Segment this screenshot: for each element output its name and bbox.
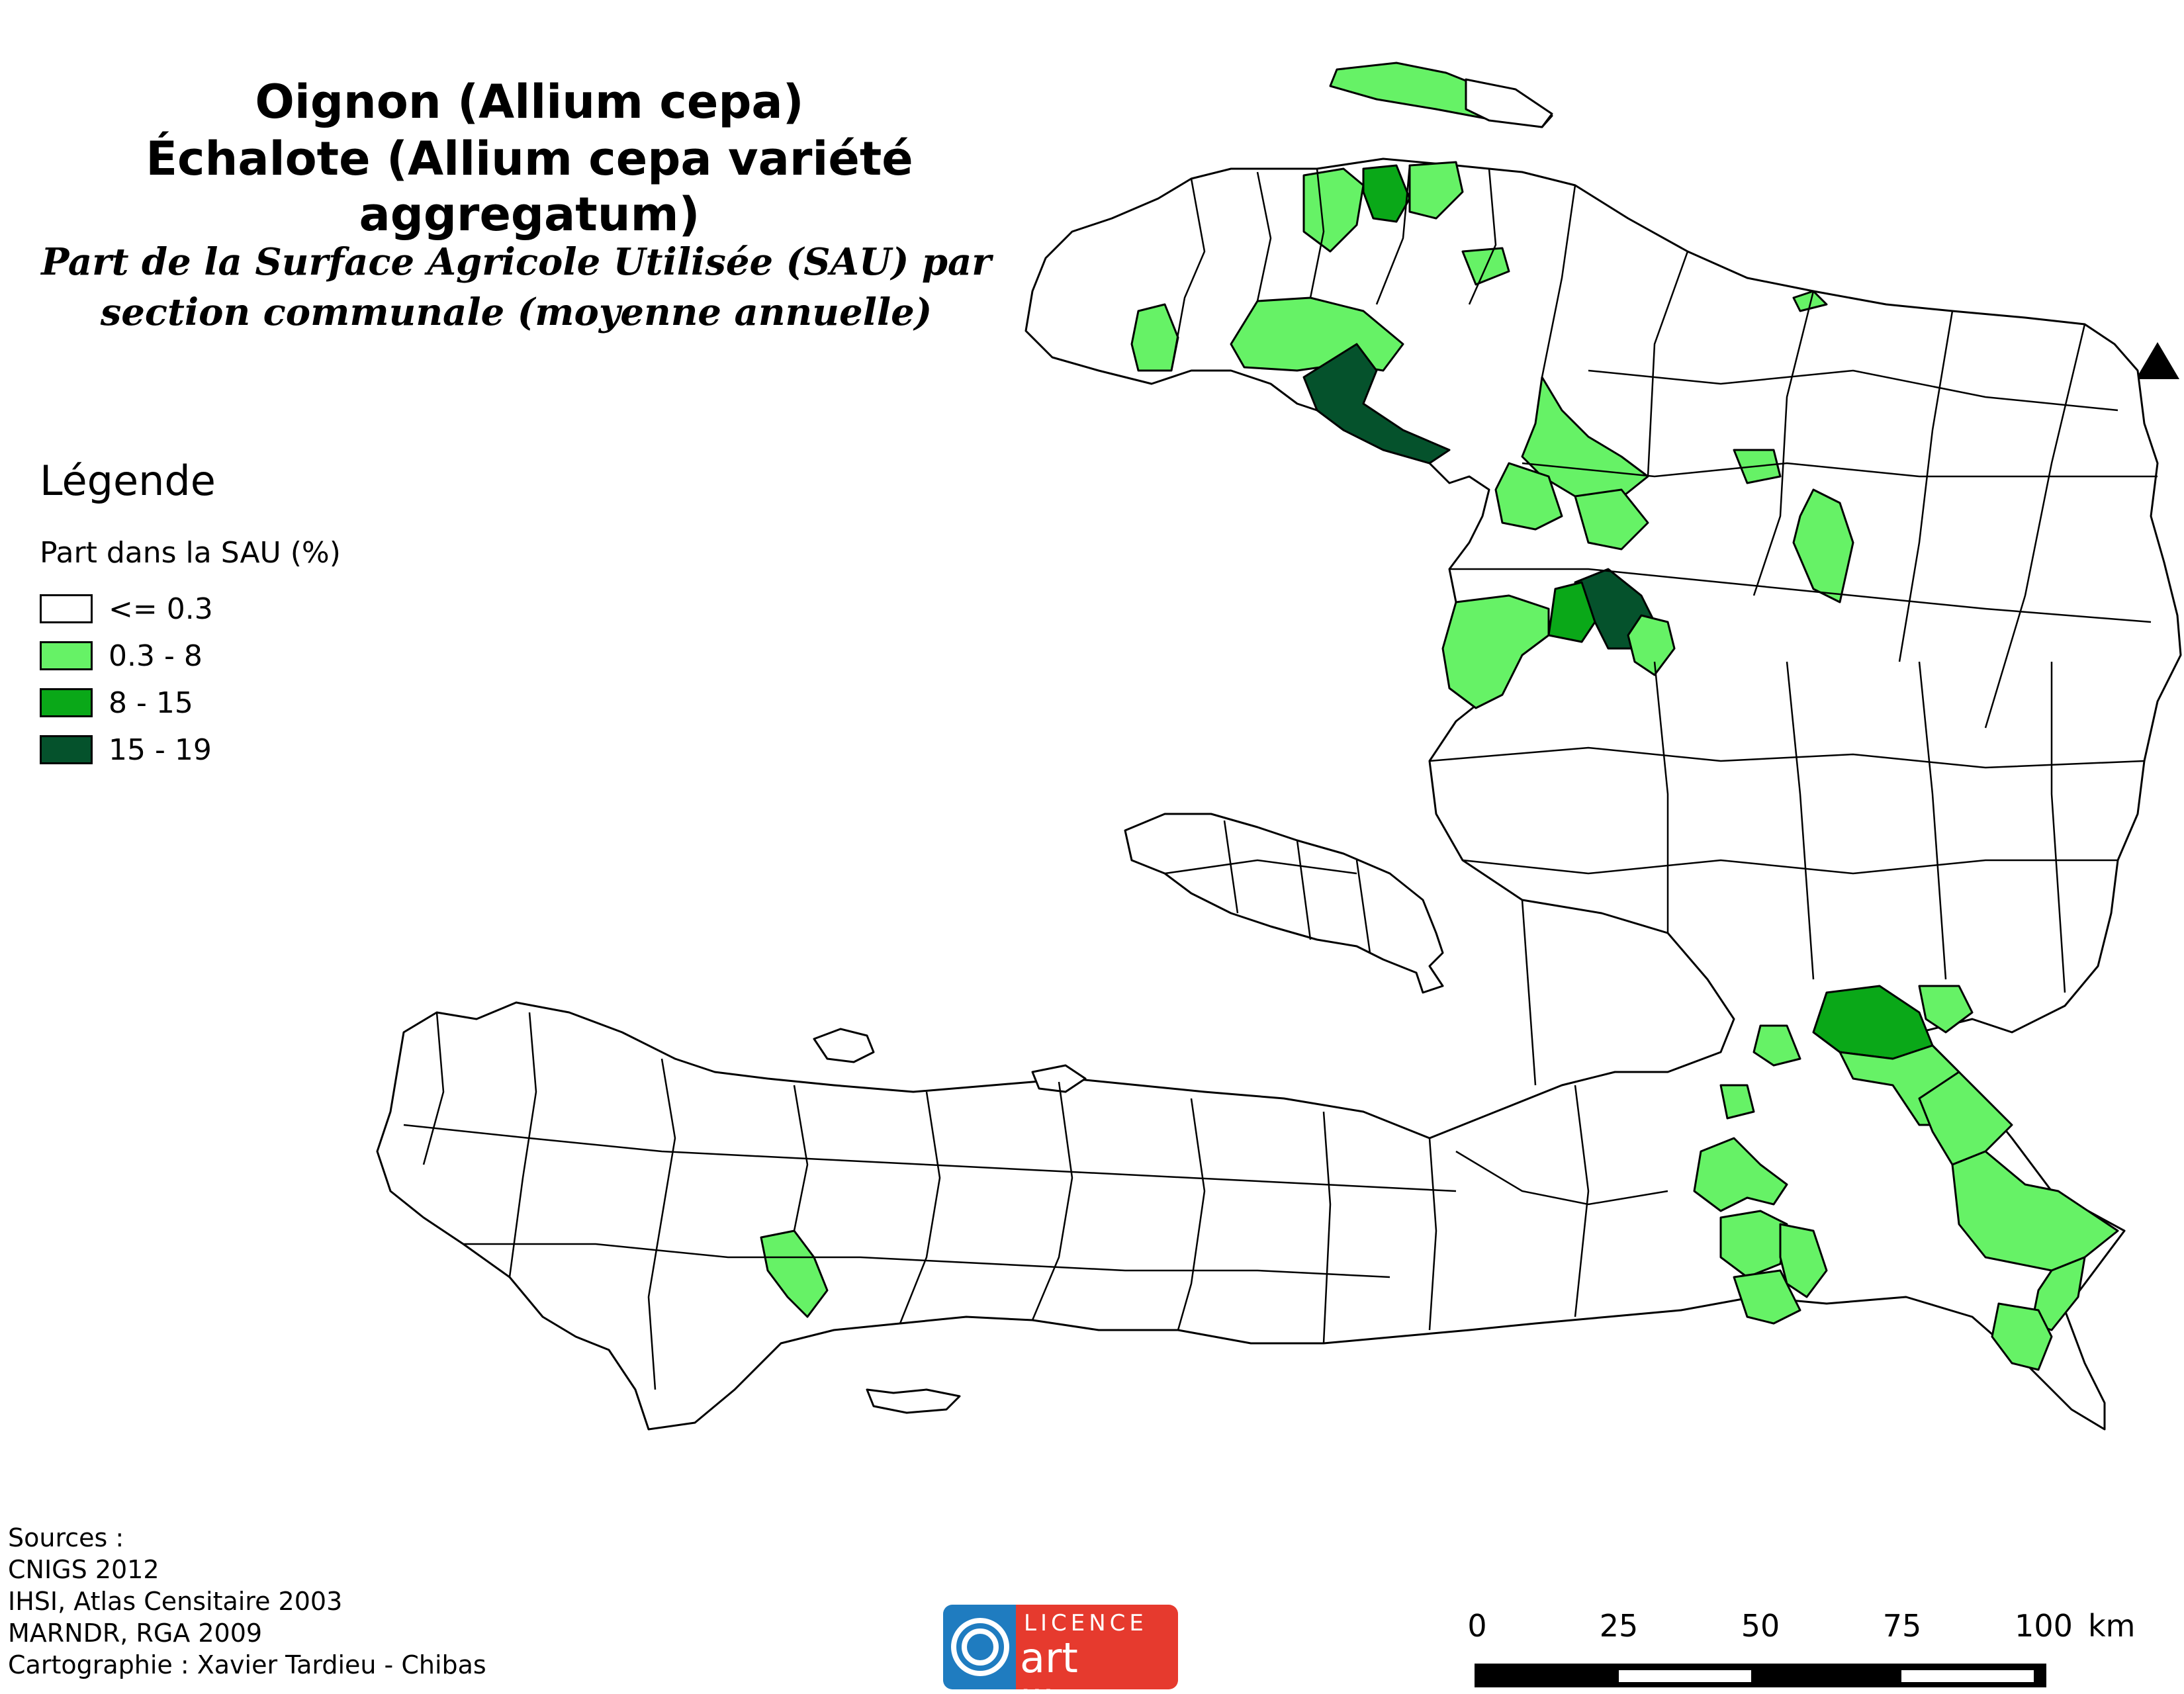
legend-swatch bbox=[40, 594, 93, 623]
legend-label: 0.3 - 8 bbox=[109, 639, 203, 673]
section-artibonite-e bbox=[1627, 614, 1676, 676]
legend-item: 8 - 15 bbox=[40, 686, 193, 720]
section-southeast-b bbox=[2030, 1256, 2086, 1331]
section-southeast-c bbox=[1991, 1302, 2053, 1371]
scale-tick-label: 25 bbox=[1599, 1608, 1639, 1644]
license-label: LICENCE bbox=[1024, 1610, 1148, 1636]
haiti-map bbox=[376, 62, 2182, 1431]
legend-item: <= 0.3 bbox=[40, 592, 213, 626]
legend-item: 0.3 - 8 bbox=[40, 639, 203, 673]
legend-subheading: Part dans la SAU (%) bbox=[40, 536, 341, 570]
legend-swatch bbox=[40, 688, 93, 717]
section-ouest-h bbox=[1779, 1223, 1828, 1298]
scale-tick-label: 50 bbox=[1741, 1608, 1780, 1644]
section-north-b bbox=[1362, 164, 1411, 223]
legend-label: 15 - 19 bbox=[109, 733, 212, 767]
tortuga-island-east bbox=[1465, 78, 1553, 128]
scale-bar: 0 25 50 75 100 km bbox=[1467, 1608, 2135, 1687]
map-title-line1: Oignon (Allium cepa) bbox=[255, 75, 804, 129]
scale-tick-label: 0 bbox=[1467, 1608, 1487, 1644]
sources-line: CNIGS 2012 bbox=[8, 1555, 159, 1584]
section-southeast-a bbox=[1951, 1150, 2119, 1272]
map-subtitle-line2: section communale (moyenne annuelle) bbox=[100, 290, 933, 334]
section-center-b bbox=[1792, 488, 1854, 603]
section-ouest-b bbox=[1752, 1024, 1801, 1067]
cayemites-island-2 bbox=[1031, 1064, 1087, 1093]
scale-tick-label: 100 bbox=[2015, 1608, 2073, 1644]
scale-unit: km bbox=[2088, 1608, 2136, 1644]
section-northwest-dark bbox=[1302, 343, 1451, 465]
scale-tick-label: 75 bbox=[1882, 1608, 1922, 1644]
sources-line: MARNDR, RGA 2009 bbox=[8, 1619, 263, 1648]
sources-line: Cartographie : Xavier Tardieu - Chibas bbox=[8, 1650, 486, 1679]
gonave-island bbox=[1124, 813, 1444, 994]
sources-line: Sources : bbox=[8, 1523, 124, 1552]
copyleft-circle-icon bbox=[943, 1605, 1016, 1689]
section-ouest-g bbox=[1719, 1210, 1788, 1278]
legend-item: 15 - 19 bbox=[40, 733, 212, 767]
legend-swatch bbox=[40, 641, 93, 670]
legend-label: <= 0.3 bbox=[109, 592, 213, 626]
section-artibonite-b bbox=[1494, 462, 1563, 531]
section-ouest-i bbox=[1733, 1269, 1801, 1325]
section-north-c bbox=[1408, 161, 1464, 220]
art-libre-license-logo: LICENCE art libre bbox=[943, 1605, 1178, 1689]
cayemites-island bbox=[813, 1028, 875, 1063]
map-subtitle-line1: Part de la Surface Agricole Utilisée (SA… bbox=[41, 240, 991, 284]
section-artibonite-c bbox=[1574, 488, 1649, 551]
north-arrow-icon bbox=[2136, 342, 2179, 379]
section-artibonite-mid bbox=[1547, 581, 1596, 643]
ile-a-vache bbox=[866, 1388, 961, 1414]
section-ouest-e bbox=[1719, 1084, 1755, 1120]
license-name: art libre bbox=[1020, 1634, 1110, 1689]
scale-bar-graphic bbox=[1475, 1664, 2046, 1687]
legend-label: 8 - 15 bbox=[109, 686, 193, 720]
section-sud-a bbox=[760, 1229, 829, 1318]
map-title-line2: Échalote (Allium cepa variété aggregatum… bbox=[146, 132, 913, 242]
sources-block: Sources : CNIGS 2012 IHSI, Atlas Censita… bbox=[8, 1522, 486, 1681]
section-ouest-a bbox=[1918, 985, 1974, 1034]
legend-swatch bbox=[40, 735, 93, 764]
section-artibonite-d bbox=[1441, 594, 1550, 709]
legend-heading: Légende bbox=[40, 457, 216, 505]
section-ouest-f bbox=[1693, 1137, 1788, 1212]
sources-line: IHSI, Atlas Censitaire 2003 bbox=[8, 1587, 343, 1616]
